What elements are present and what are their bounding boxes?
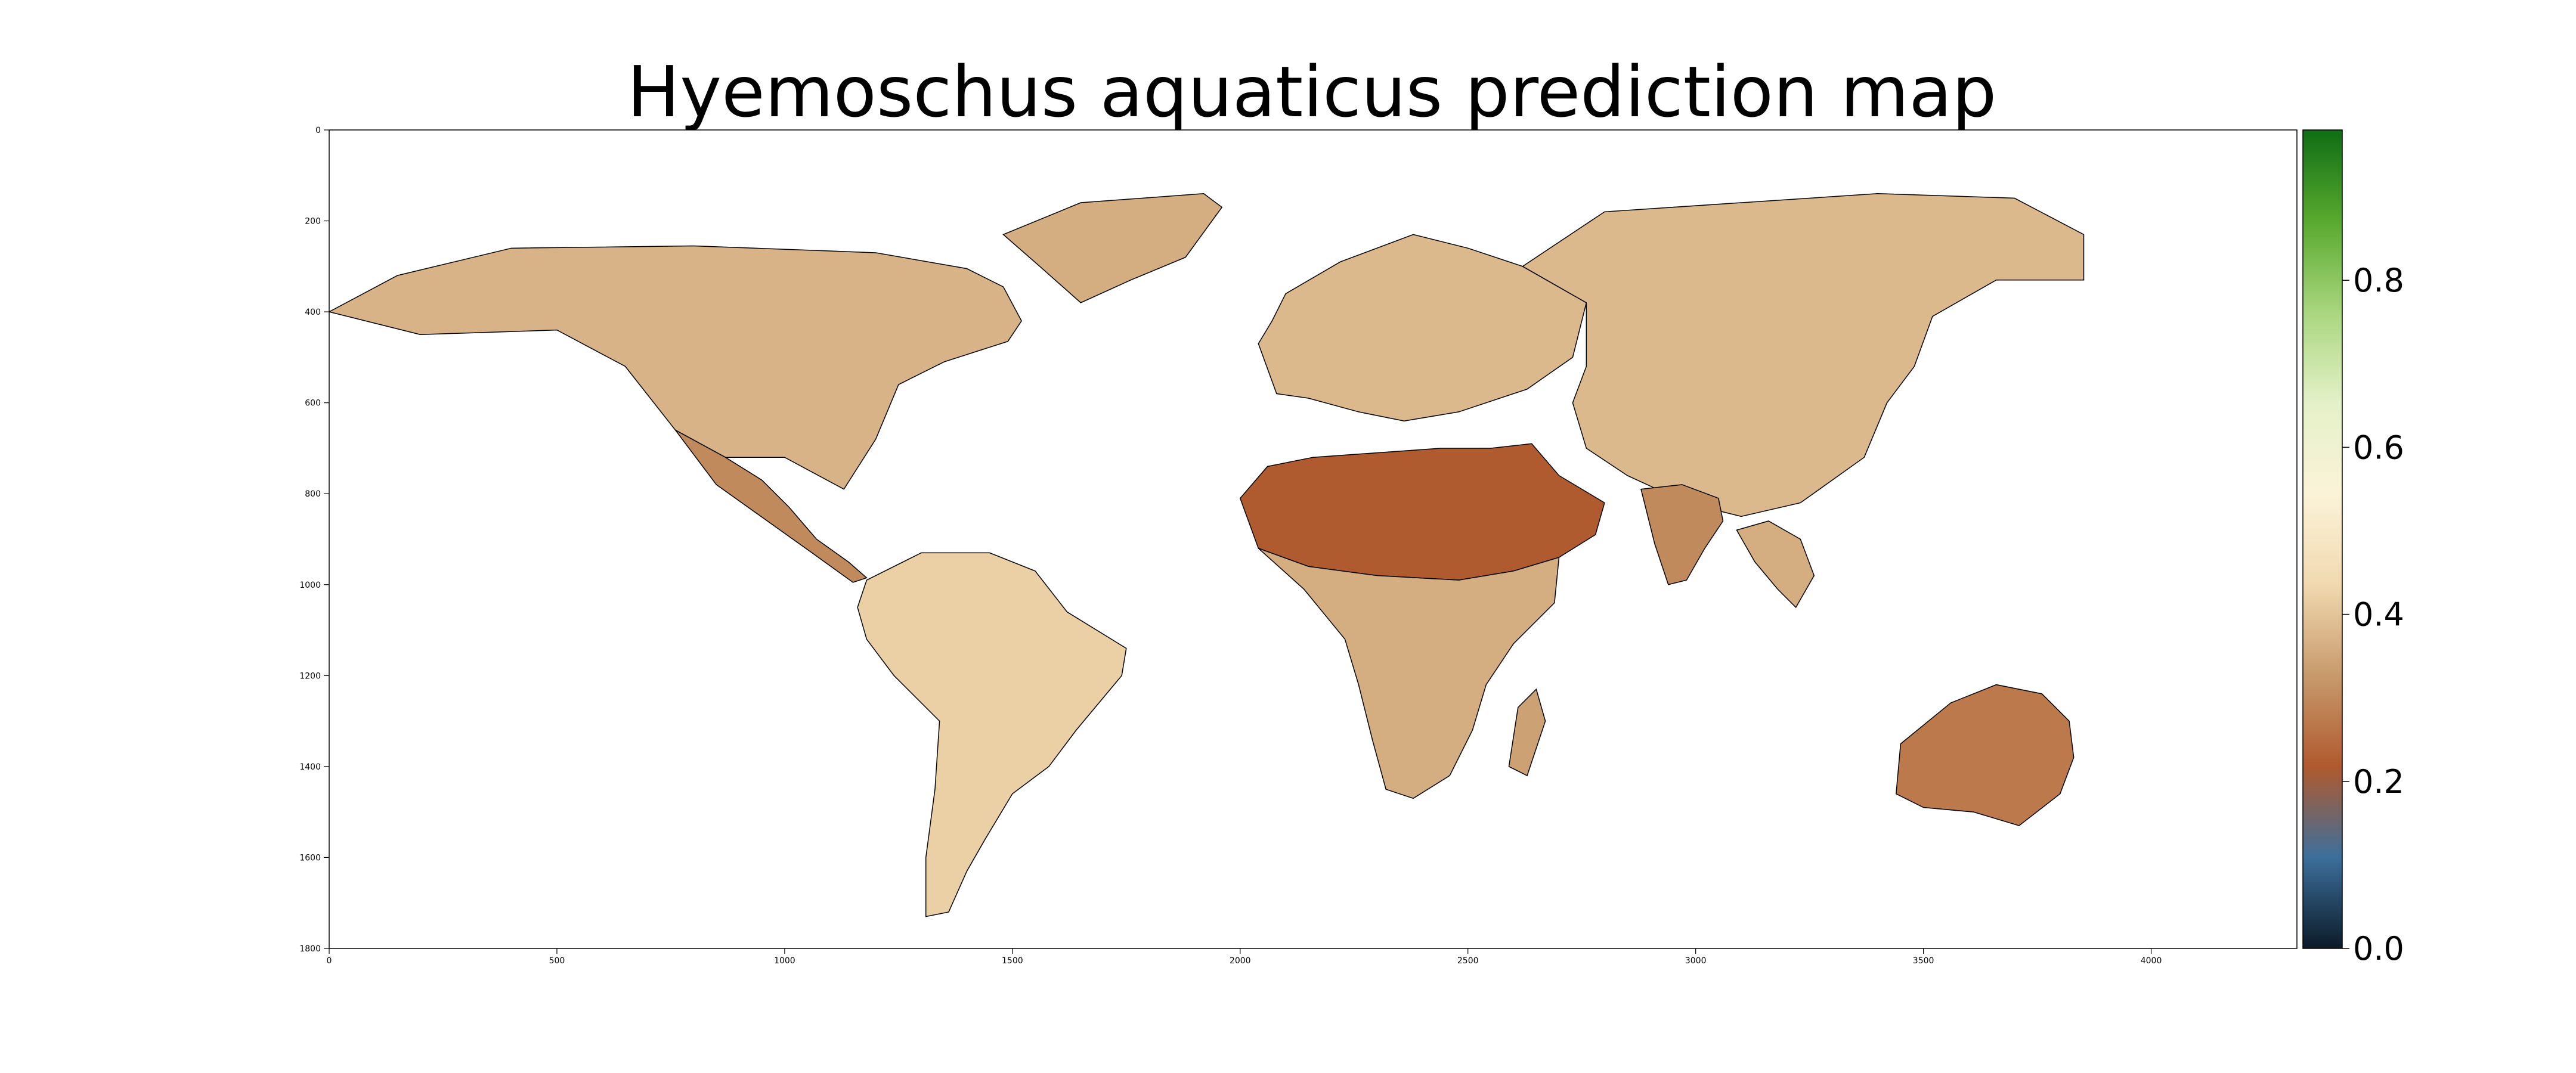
colorbar-tick-label: 0.2 xyxy=(2353,763,2404,801)
y-tick-label: 1800 xyxy=(299,944,321,954)
chart-title: Hyemoschus aquaticus prediction map xyxy=(627,51,1997,133)
x-tick-label: 4000 xyxy=(2141,956,2162,966)
x-tick-label: 0 xyxy=(327,956,332,966)
x-tick-label: 3000 xyxy=(1685,956,1707,966)
x-tick-label: 500 xyxy=(549,956,565,966)
land-layer xyxy=(329,193,2085,917)
y-tick-label: 1000 xyxy=(299,581,321,590)
x-tick-label: 1000 xyxy=(774,956,795,966)
region-asia xyxy=(1521,193,2085,517)
region-north-america xyxy=(329,245,1022,490)
y-tick-label: 800 xyxy=(305,489,321,499)
x-tick-label: 3500 xyxy=(1913,956,1934,966)
colorbar-tick-label: 0.8 xyxy=(2353,262,2404,299)
region-central-america xyxy=(674,429,868,583)
region-australia xyxy=(1895,684,2075,826)
y-tick-label: 600 xyxy=(305,399,321,408)
plot-frame xyxy=(329,129,2298,949)
y-tick-label: 200 xyxy=(305,217,321,227)
region-madagascar xyxy=(1508,688,1546,777)
region-greenland xyxy=(1002,193,1223,303)
x-tick-label: 1500 xyxy=(1002,956,1023,966)
region-southeast-asia xyxy=(1736,520,1815,609)
region-south-america xyxy=(857,552,1127,917)
region-europe xyxy=(1258,234,1587,421)
y-tick-label: 1600 xyxy=(299,853,321,863)
colorbar-tick-label: 0.0 xyxy=(2353,930,2404,967)
region-sub-saharan-africa xyxy=(1258,548,1560,799)
colorbar xyxy=(2302,129,2343,949)
colorbar-tick-label: 0.4 xyxy=(2353,596,2404,634)
y-tick-label: 1400 xyxy=(299,762,321,772)
colorbar-tick-label: 0.6 xyxy=(2353,429,2404,466)
y-tick-label: 1200 xyxy=(299,671,321,681)
x-tick-label: 2000 xyxy=(1230,956,1251,966)
y-tick-label: 400 xyxy=(305,308,321,317)
region-india xyxy=(1640,484,1724,585)
y-tick-label: 0 xyxy=(315,126,321,135)
x-tick-label: 2500 xyxy=(1457,956,1479,966)
